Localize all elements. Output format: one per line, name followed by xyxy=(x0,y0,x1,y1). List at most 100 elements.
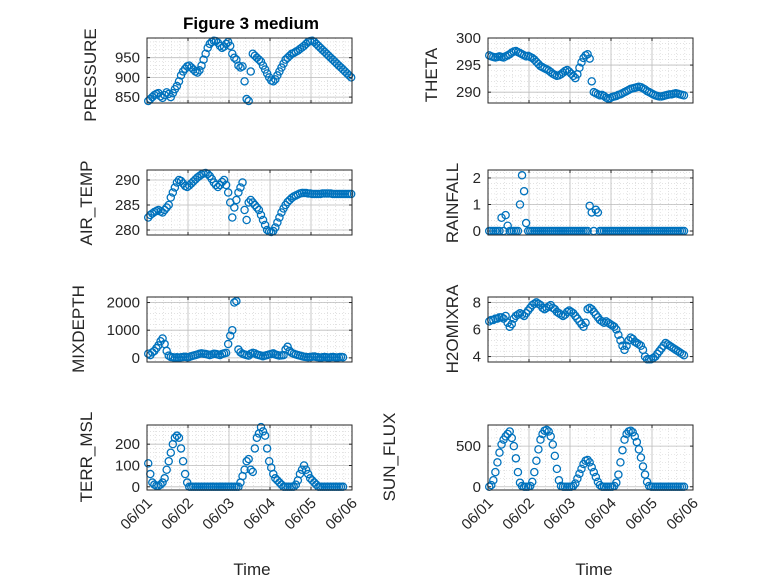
pressure-data-point xyxy=(174,77,184,86)
theta-data-point xyxy=(569,71,578,81)
h2omixra-data-point xyxy=(620,345,629,355)
terr-msl-data-point xyxy=(174,433,184,443)
pressure-data-point xyxy=(195,66,204,75)
h2omixra-data-point xyxy=(679,350,689,360)
terr-msl-data-point xyxy=(295,469,305,479)
rainfall-plot-area: 0 1 2 xyxy=(473,169,694,240)
mixdepth-data-point xyxy=(283,342,292,352)
h2omixra-data-point xyxy=(517,310,527,319)
air-temp-data-point xyxy=(162,203,171,212)
terr-msl-data-point xyxy=(242,456,251,466)
mixdepth-data-point xyxy=(232,296,241,306)
air-temp-data-point xyxy=(176,176,186,186)
theta-data-point xyxy=(583,50,592,59)
h2omixra-ytick-label: 6 xyxy=(473,322,481,339)
sun-flux-data-point xyxy=(620,435,629,444)
terr-msl-data-point xyxy=(246,465,255,475)
h2omixra-data-point xyxy=(636,341,646,350)
air-temp-data-point xyxy=(238,178,247,187)
theta-ytick-label: 300 xyxy=(456,30,481,47)
sun-flux-data-point xyxy=(595,480,605,490)
rainfall-data-point xyxy=(503,221,512,230)
sun-flux-data-point xyxy=(614,470,623,479)
air-temp-data-point xyxy=(230,203,239,212)
sun-flux-data-point xyxy=(585,458,594,467)
sun-flux-data-point xyxy=(626,426,635,435)
air-temp-data-point xyxy=(254,205,264,215)
air-temp-ytick-label: 285 xyxy=(115,197,140,214)
rainfall-axes-box xyxy=(487,169,694,236)
terr-msl-data-point xyxy=(178,456,188,466)
h2omixra-ytick-label: 8 xyxy=(473,294,481,311)
h2omixra-data-point xyxy=(530,299,539,309)
sun-flux-data-point xyxy=(530,467,539,477)
pressure-data-point xyxy=(240,77,249,86)
h2omixra-data-points xyxy=(484,298,689,364)
air-temp-data-point xyxy=(258,215,268,225)
sun-flux-data-point xyxy=(573,474,582,483)
mixdepth-axes-box xyxy=(146,296,353,363)
pressure-data-point xyxy=(234,61,243,70)
sun-flux-data-point xyxy=(489,475,498,485)
sun-flux-data-point xyxy=(513,467,523,477)
terr-msl-xlabel: Time xyxy=(233,560,270,579)
terr-msl-data-point xyxy=(172,431,182,440)
rainfall-data-point xyxy=(519,186,529,196)
h2omixra-data-point xyxy=(581,318,590,327)
air-temp-data-point xyxy=(246,195,255,205)
pressure-ytick-label: 950 xyxy=(115,50,140,67)
sun-flux-data-point xyxy=(548,440,558,449)
sun-flux-data-point xyxy=(575,469,584,478)
mixdepth-data-point xyxy=(279,350,288,360)
terr-msl-data-point xyxy=(303,469,313,479)
air-temp-data-point xyxy=(252,203,262,212)
pressure-data-point xyxy=(230,53,239,62)
terr-msl-data-point xyxy=(291,480,301,489)
pressure-data-point xyxy=(232,55,241,64)
air-temp-data-point xyxy=(223,188,233,197)
panel-sun-flux: SUN_FLUX Time xyxy=(380,413,613,579)
theta-data-point xyxy=(679,91,689,100)
rainfall-data-point xyxy=(593,208,603,217)
sun-flux-data-point xyxy=(552,464,562,474)
mixdepth-data-point xyxy=(228,325,237,335)
sun-flux-data-point xyxy=(495,448,504,457)
sun-flux-data-point xyxy=(542,425,551,435)
sun-flux-data-point xyxy=(630,432,640,441)
h2omixra-data-point xyxy=(616,336,625,345)
sun-flux-data-point xyxy=(589,467,599,477)
air-temp-data-point xyxy=(228,213,237,222)
rainfall-ylabel: RAINFALL xyxy=(443,163,462,243)
air-temp-data-point xyxy=(250,200,260,210)
terr-msl-data-point xyxy=(162,465,171,475)
sun-flux-data-point xyxy=(497,440,506,449)
air-temp-axes-box xyxy=(146,169,353,236)
h2omixra-data-point xyxy=(622,341,631,350)
theta-data-point xyxy=(577,58,586,67)
sun-flux-data-point xyxy=(509,441,519,451)
air-temp-data-point xyxy=(240,205,249,215)
theta-data-point xyxy=(585,54,594,63)
air-temp-data-point xyxy=(170,183,180,192)
panel-h2omixra: H2OMIXRA xyxy=(443,284,462,373)
h2omixra-data-point xyxy=(677,349,687,359)
terr-msl-ylabel: TERR_MSL xyxy=(77,412,96,503)
sun-flux-data-point xyxy=(591,472,601,482)
theta-axes-box xyxy=(487,37,694,104)
terr-msl-data-point xyxy=(250,444,260,453)
air-temp-data-points xyxy=(143,168,356,237)
rainfall-data-point xyxy=(591,205,601,215)
air-temp-data-point xyxy=(275,213,284,222)
air-temp-data-point xyxy=(221,180,231,190)
pressure-data-point xyxy=(269,77,278,86)
air-temp-data-point xyxy=(168,188,178,197)
h2omixra-data-point xyxy=(618,341,627,350)
mixdepth-data-point xyxy=(162,346,171,356)
mixdepth-ytick-label: 1000 xyxy=(107,322,140,339)
theta-ylabel: THETA xyxy=(422,47,441,102)
air-temp-data-point xyxy=(213,182,223,192)
mixdepth-data-point xyxy=(158,334,167,343)
terr-msl-data-point xyxy=(262,444,272,453)
pressure-data-point xyxy=(193,68,202,77)
